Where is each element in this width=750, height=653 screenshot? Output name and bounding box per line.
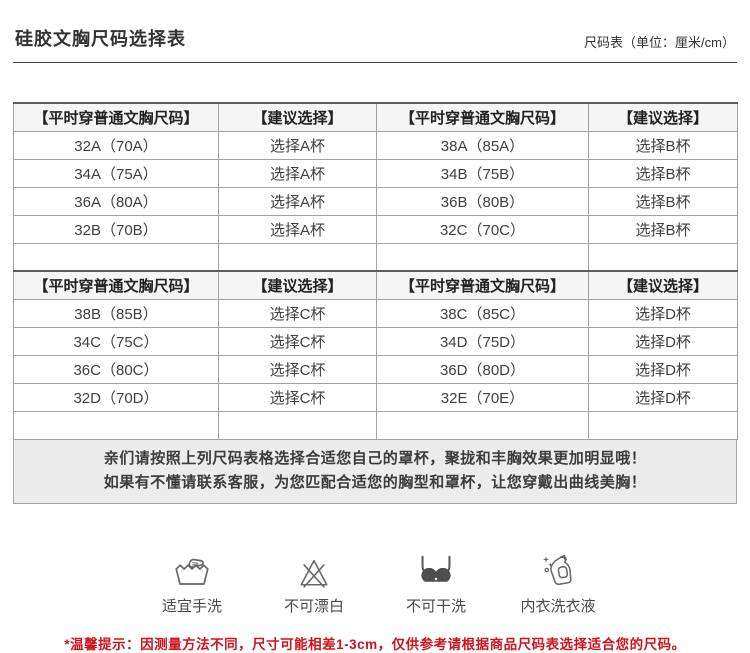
empty-cell	[13, 242, 219, 272]
handwash-icon	[174, 554, 210, 588]
empty-cell	[588, 242, 738, 272]
care-item-no-dryclean: 不可干洗	[398, 554, 474, 616]
table-row: 34C（75C） 选择C杯 34D（75D） 选择D杯	[13, 326, 738, 356]
care-label: 内衣洗衣液	[520, 597, 596, 615]
detergent-icon	[540, 554, 576, 588]
warm-tip: *温馨提示：因测量方法不同，尺寸可能相差1-3cm，仅供参考请根据商品尺码表选择…	[64, 636, 686, 652]
empty-cell	[218, 242, 377, 272]
size-cell: 34C（75C）	[13, 326, 219, 356]
table-header-row: 【平时穿普通文胸尺码】 【建议选择】 【平时穿普通文胸尺码】 【建议选择】	[13, 102, 738, 132]
size-cell: 36D（80D）	[376, 354, 589, 384]
care-item-detergent: 内衣洗衣液	[520, 554, 596, 616]
notice-line-1: 亲们请按照上列尺码表格选择合适您自己的罩杯，聚拢和丰胸效果更加明显哦！	[103, 449, 647, 467]
care-item-handwash: 适宜手洗	[154, 554, 230, 616]
cup-cell: 选择D杯	[588, 326, 738, 356]
table-row: 34A（75A） 选择A杯 34B（75B） 选择B杯	[13, 158, 738, 188]
empty-cell	[376, 410, 589, 440]
header-cell: 【平时穿普通文胸尺码】	[13, 270, 219, 300]
cup-cell: 选择D杯	[588, 382, 738, 412]
size-cell: 34B（75B）	[376, 158, 589, 188]
care-label: 不可漂白	[283, 597, 344, 615]
size-cell: 34D（75D）	[376, 326, 589, 356]
page-title: 硅胶文胸尺码选择表	[15, 29, 186, 49]
cup-cell: 选择B杯	[588, 158, 738, 188]
cup-cell: 选择C杯	[218, 298, 377, 328]
size-cell: 38A（85A）	[376, 130, 589, 160]
care-instructions: 适宜手洗 不可漂白 不可干洗	[0, 554, 750, 616]
header-cell: 【建议选择】	[588, 270, 738, 300]
cup-cell: 选择D杯	[588, 354, 738, 384]
size-cell: 32D（70D）	[13, 382, 219, 412]
size-cell: 36B（80B）	[376, 186, 589, 216]
size-cell: 34A（75A）	[13, 158, 219, 188]
table-row: 36A（80A） 选择A杯 36B（80B） 选择B杯	[13, 186, 738, 216]
care-item-no-bleach: 不可漂白	[276, 554, 352, 616]
no-dryclean-icon	[417, 554, 455, 588]
empty-cell	[218, 410, 377, 440]
cup-cell: 选择A杯	[218, 158, 377, 188]
cup-cell: 选择D杯	[588, 298, 738, 328]
empty-cell	[13, 410, 219, 440]
header-cell: 【平时穿普通文胸尺码】	[376, 270, 589, 300]
table-header-row: 【平时穿普通文胸尺码】 【建议选择】 【平时穿普通文胸尺码】 【建议选择】	[13, 270, 738, 300]
cup-cell: 选择B杯	[588, 130, 738, 160]
notice-box: 亲们请按照上列尺码表格选择合适您自己的罩杯，聚拢和丰胸效果更加明显哦！ 如果有不…	[13, 438, 737, 504]
table-row: 32D（70D） 选择C杯 32E（70E） 选择D杯	[13, 382, 738, 412]
cup-cell: 选择C杯	[218, 382, 377, 412]
care-label: 不可干洗	[405, 597, 466, 615]
cup-cell: 选择B杯	[588, 214, 738, 244]
table-row: 32B（70B） 选择A杯 32C（70C） 选择B杯	[13, 214, 738, 244]
table-row: 32A（70A） 选择A杯 38A（85A） 选择B杯	[13, 130, 738, 160]
size-table: 【平时穿普通文胸尺码】 【建议选择】 【平时穿普通文胸尺码】 【建议选择】 32…	[13, 102, 738, 440]
cup-cell: 选择C杯	[218, 354, 377, 384]
spacer-row	[13, 410, 738, 440]
cup-cell: 选择A杯	[218, 214, 377, 244]
unit-note: 尺码表（单位：厘米/cm）	[584, 35, 735, 50]
header-cell: 【建议选择】	[588, 102, 738, 132]
cup-cell: 选择B杯	[588, 186, 738, 216]
size-cell: 36C（80C）	[13, 354, 219, 384]
size-cell: 36A（80A）	[13, 186, 219, 216]
header-cell: 【建议选择】	[218, 102, 377, 132]
size-cell: 32E（70E）	[376, 382, 589, 412]
header-cell: 【平时穿普通文胸尺码】	[376, 102, 589, 132]
size-cell: 32C（70C）	[376, 214, 589, 244]
header-cell: 【平时穿普通文胸尺码】	[13, 102, 219, 132]
empty-cell	[376, 242, 589, 272]
size-cell: 38C（85C）	[376, 298, 589, 328]
page-header: 硅胶文胸尺码选择表 尺码表（单位：厘米/cm）	[13, 0, 737, 63]
cup-cell: 选择A杯	[218, 186, 377, 216]
table-row: 38B（85B） 选择C杯 38C（85C） 选择D杯	[13, 298, 738, 328]
no-bleach-icon	[297, 554, 331, 588]
cup-cell: 选择A杯	[218, 130, 377, 160]
empty-cell	[588, 410, 738, 440]
size-cell: 32B（70B）	[13, 214, 219, 244]
table-row: 36C（80C） 选择C杯 36D（80D） 选择D杯	[13, 354, 738, 384]
spacer-row	[13, 242, 738, 272]
header-cell: 【建议选择】	[218, 270, 377, 300]
size-cell: 38B（85B）	[13, 298, 219, 328]
notice-line-2: 如果有不懂请联系客服，为您匹配合适您的胸型和罩杯，让您穿戴出曲线美胸！	[103, 473, 647, 491]
care-label: 适宜手洗	[161, 597, 222, 615]
cup-cell: 选择C杯	[218, 326, 377, 356]
size-cell: 32A（70A）	[13, 130, 219, 160]
